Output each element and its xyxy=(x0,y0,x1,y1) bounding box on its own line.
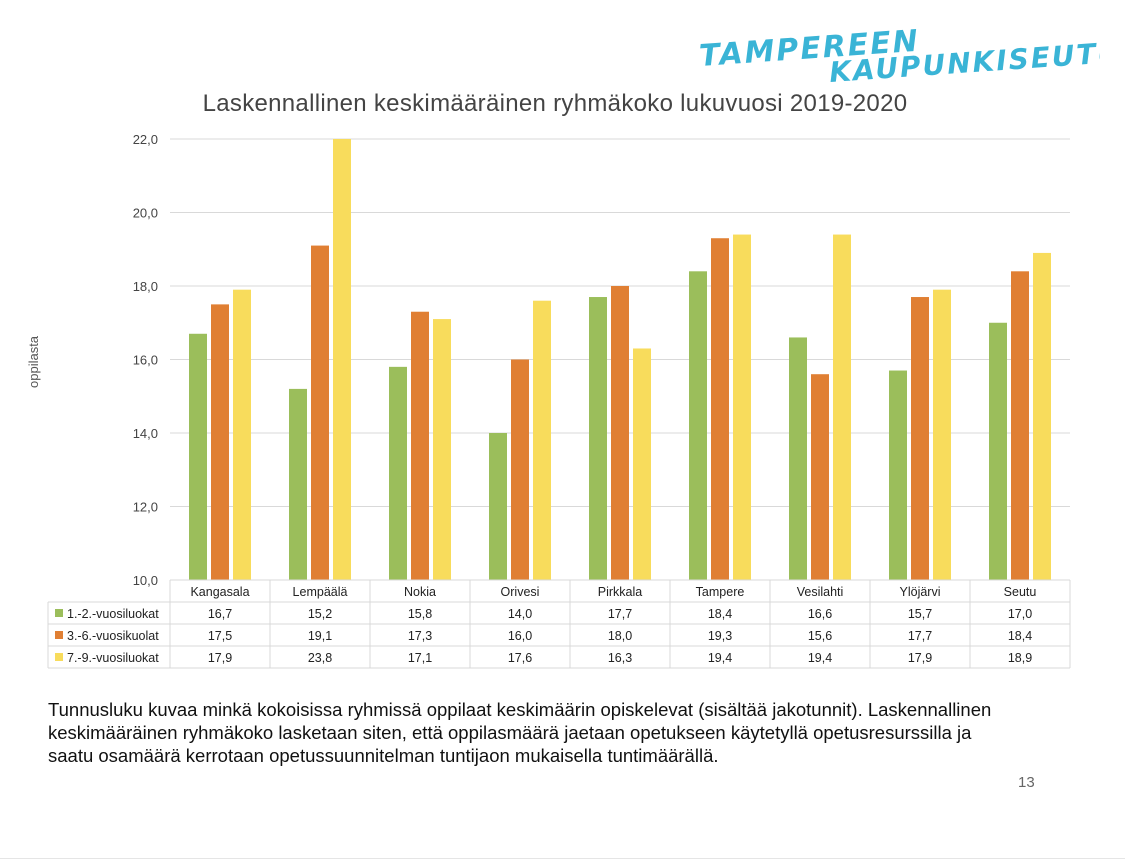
bar xyxy=(411,311,429,580)
data-label: 15,7 xyxy=(908,607,932,621)
bar xyxy=(633,348,651,580)
data-label: 17,7 xyxy=(608,607,632,621)
data-label: 16,3 xyxy=(608,651,632,665)
data-label: 15,2 xyxy=(308,607,332,621)
data-label: 19,1 xyxy=(308,629,332,643)
bar xyxy=(1033,252,1051,581)
bar xyxy=(1011,271,1029,580)
bar xyxy=(811,374,829,580)
data-label: 17,5 xyxy=(208,629,232,643)
data-label: 18,4 xyxy=(1008,629,1032,643)
data-label: 17,9 xyxy=(208,651,232,665)
data-label: 23,8 xyxy=(308,651,332,665)
x-tick-label: Tampere xyxy=(696,585,745,599)
bar-chart: 10,0 12,0 14,0 16,0 18,0 20,0 22,0 Kangasala Lem… xyxy=(47,132,1071,669)
data-label: 14,0 xyxy=(508,607,532,621)
legend-swatch xyxy=(55,631,63,639)
x-tick-label: Orivesi xyxy=(501,585,540,599)
bar xyxy=(889,370,907,580)
data-label: 17,3 xyxy=(408,629,432,643)
legend-label: 7.-9.-vuosiluokat xyxy=(67,651,159,665)
data-label: 19,3 xyxy=(708,629,732,643)
bar xyxy=(911,297,929,580)
data-label: 15,6 xyxy=(808,629,832,643)
bar xyxy=(433,319,451,580)
data-label: 17,7 xyxy=(908,629,932,643)
chart-title: Laskennallinen keskimääräinen ryhmäkoko … xyxy=(202,90,908,117)
x-tick-label: Pirkkala xyxy=(598,585,643,599)
bar xyxy=(311,245,329,580)
x-tick-label: Ylöjärvi xyxy=(900,585,941,599)
bar xyxy=(989,322,1007,580)
x-tick-label: Vesilahti xyxy=(797,585,844,599)
bar xyxy=(289,388,307,580)
bar xyxy=(389,366,407,580)
data-label: 17,0 xyxy=(1008,607,1032,621)
bar xyxy=(511,359,529,580)
y-tick-label: 18,0 xyxy=(133,279,158,294)
legend-label: 3.-6.-vuosikuolat xyxy=(67,629,159,643)
bar xyxy=(833,234,851,581)
y-tick-label: 12,0 xyxy=(133,500,158,515)
data-label: 16,7 xyxy=(208,607,232,621)
divider xyxy=(0,858,1125,859)
data-label: 18,4 xyxy=(708,607,732,621)
bar xyxy=(689,271,707,580)
bar xyxy=(733,234,751,581)
bar xyxy=(589,297,607,580)
y-tick-label: 14,0 xyxy=(133,426,158,441)
data-label: 18,0 xyxy=(608,629,632,643)
data-label: 19,4 xyxy=(808,651,832,665)
bar xyxy=(489,433,507,580)
y-tick-label: 16,0 xyxy=(133,353,158,368)
legend-label: 1.-2.-vuosiluokat xyxy=(67,607,159,621)
bar xyxy=(789,337,807,580)
bar xyxy=(189,333,207,580)
data-label: 19,4 xyxy=(708,651,732,665)
data-label: 17,1 xyxy=(408,651,432,665)
legend-swatch xyxy=(55,609,63,617)
data-label: 17,6 xyxy=(508,651,532,665)
bar xyxy=(533,300,551,580)
data-label: 18,9 xyxy=(1008,651,1032,665)
x-tick-label: Seutu xyxy=(1004,585,1037,599)
tampereen-kaupunkiseutu-logo: TAMPEREEN KAUPUNKISEUTU xyxy=(700,24,1100,88)
data-label: 17,9 xyxy=(908,651,932,665)
bar xyxy=(333,139,351,580)
description-text: Tunnusluku kuvaa minkä kokoisissa ryhmis… xyxy=(48,699,992,766)
bar xyxy=(933,289,951,580)
y-tick-label: 10,0 xyxy=(133,573,158,588)
data-label: 16,6 xyxy=(808,607,832,621)
bar xyxy=(211,304,229,580)
data-label: 16,0 xyxy=(508,629,532,643)
y-tick-label: 22,0 xyxy=(133,132,158,147)
data-label: 15,8 xyxy=(408,607,432,621)
legend-swatch xyxy=(55,653,63,661)
x-tick-label: Nokia xyxy=(404,585,436,599)
bar xyxy=(233,289,251,580)
y-tick-label: 20,0 xyxy=(133,206,158,221)
bar xyxy=(611,286,629,580)
page-number: 13 xyxy=(1018,774,1035,791)
x-tick-label: Kangasala xyxy=(190,585,249,599)
x-tick-label: Lempäälä xyxy=(293,585,348,599)
bar xyxy=(711,238,729,580)
